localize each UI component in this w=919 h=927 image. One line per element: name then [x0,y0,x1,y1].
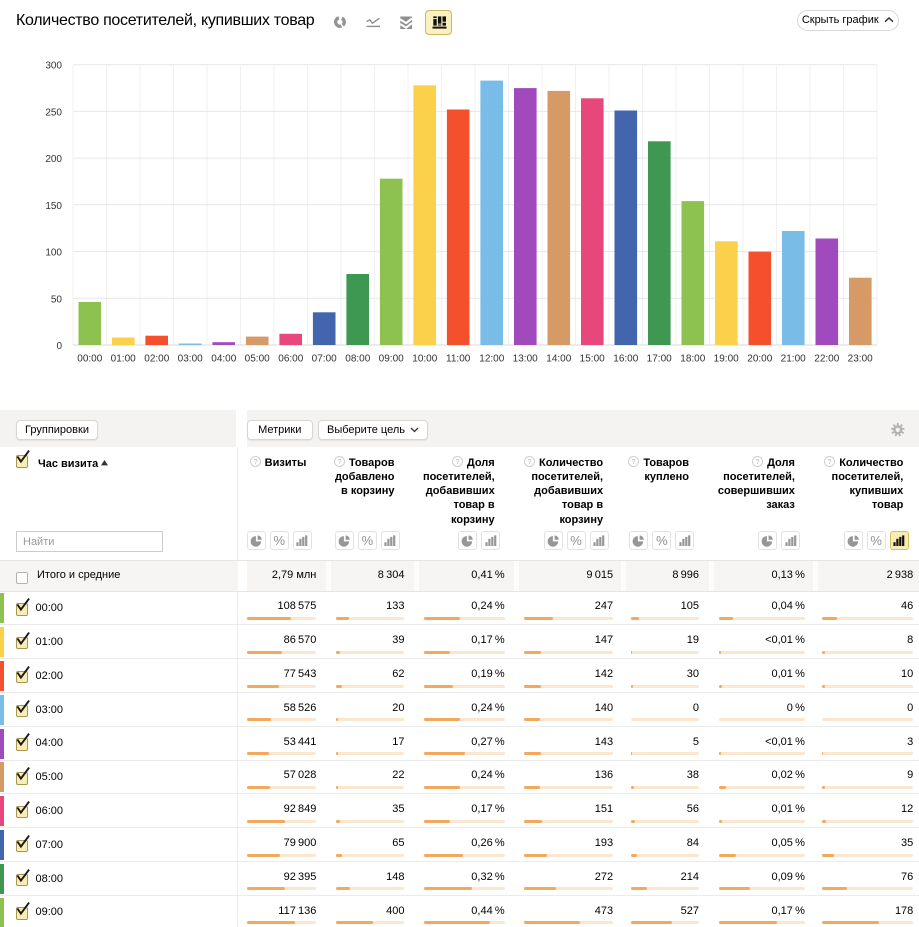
svg-text:22:00: 22:00 [814,354,839,365]
svg-text:?: ? [632,457,636,466]
svg-text:0: 0 [56,341,62,352]
svg-text:08:00: 08:00 [345,354,370,365]
svg-text:300: 300 [45,61,62,72]
svg-text:11:00: 11:00 [446,354,471,365]
svg-text:?: ? [253,457,257,466]
svg-text:16:00: 16:00 [613,354,638,365]
svg-text:14:00: 14:00 [546,354,571,365]
svg-text:17:00: 17:00 [647,354,672,365]
svg-text:19:00: 19:00 [714,354,739,365]
svg-text:12:00: 12:00 [479,354,504,365]
svg-text:02:00: 02:00 [144,354,169,365]
svg-text:?: ? [455,457,459,466]
svg-text:250: 250 [45,107,62,118]
svg-text:18:00: 18:00 [680,354,705,365]
svg-text:04:00: 04:00 [211,354,236,365]
svg-text:20:00: 20:00 [747,354,772,365]
svg-text:150: 150 [45,201,62,212]
svg-text:05:00: 05:00 [245,354,270,365]
svg-text:00:00: 00:00 [77,354,102,365]
svg-text:?: ? [527,457,531,466]
svg-text:?: ? [337,457,341,466]
svg-text:50: 50 [51,294,63,305]
svg-text:06:00: 06:00 [278,354,303,365]
svg-text:100: 100 [45,248,62,259]
svg-text:?: ? [755,457,759,466]
svg-text:23:00: 23:00 [848,354,873,365]
svg-text:01:00: 01:00 [111,354,136,365]
svg-text:07:00: 07:00 [312,354,337,365]
svg-text:21:00: 21:00 [781,354,806,365]
svg-text:03:00: 03:00 [178,354,203,365]
svg-text:15:00: 15:00 [580,354,605,365]
svg-text:09:00: 09:00 [379,354,404,365]
svg-text:13:00: 13:00 [513,354,538,365]
svg-text:?: ? [828,457,832,466]
svg-text:200: 200 [45,154,62,165]
svg-text:10:00: 10:00 [412,354,437,365]
